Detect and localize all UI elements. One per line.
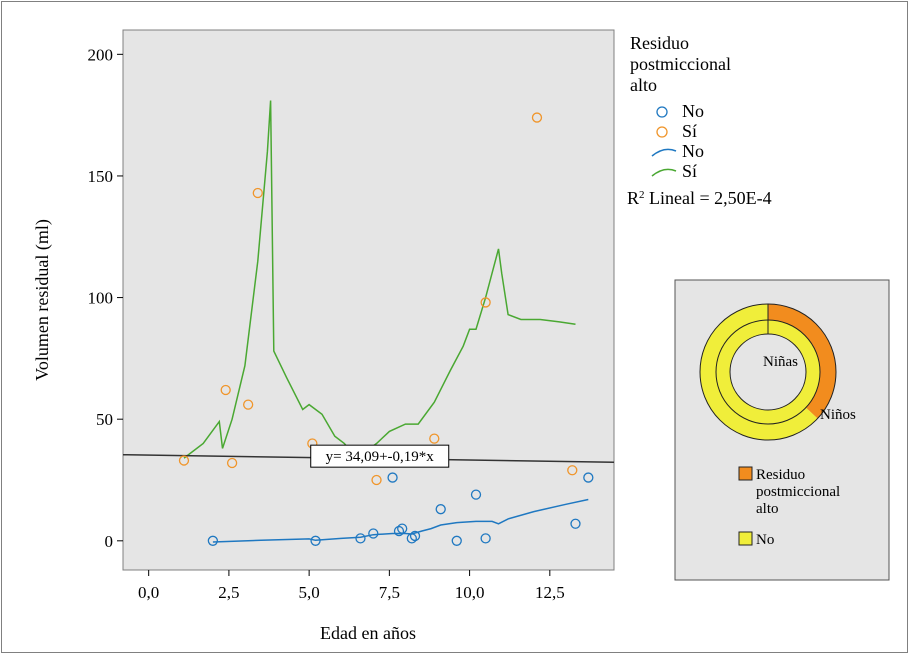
inset-legend-label: postmiccional (756, 484, 840, 500)
data-point-si (226, 457, 238, 469)
y-tick-label: 0 (105, 532, 114, 551)
data-point-no (310, 535, 321, 546)
data-point-no (406, 533, 417, 544)
data-point-no (387, 472, 398, 483)
data-point-no (435, 504, 446, 515)
data-point-si (220, 384, 231, 396)
series-line-no (212, 498, 589, 543)
legend-marker-point (656, 106, 668, 118)
data-point-no (355, 533, 366, 544)
data-point-si (178, 455, 190, 466)
legend-title-line: postmiccional (630, 54, 731, 74)
data-point-si (252, 187, 263, 199)
y-tick-label: 100 (88, 289, 114, 308)
inset-legend-swatch (738, 466, 753, 481)
x-tick-label: 10,0 (455, 583, 485, 602)
data-point-no (583, 472, 594, 483)
fit-label-box (310, 444, 450, 468)
y-axis-label: Volumen residual (ml) (32, 219, 53, 381)
inset-legend-label: No (756, 532, 774, 548)
legend-title-line: Residuo (630, 33, 689, 53)
data-point-si (531, 112, 543, 123)
legend-entry-label: No (682, 101, 704, 121)
legend-marker-line (651, 168, 677, 177)
inset-legend-label: alto (756, 501, 779, 517)
data-point-si (429, 433, 440, 444)
x-tick-label: 5,0 (299, 583, 320, 602)
data-point-no (451, 535, 462, 546)
ring-label-ninos: Niños (820, 407, 856, 423)
x-tick-label: 7,5 (379, 583, 400, 602)
series-layer: y= 34,09+-0,19*x (122, 100, 615, 546)
x-tick-label: 2,5 (218, 583, 239, 602)
inset-legend-swatch (738, 531, 753, 546)
data-point-no (397, 523, 408, 534)
legend-marker-line (651, 148, 677, 157)
x-tick-label: 0,0 (138, 583, 159, 602)
ring-label-ninas: Niñas (763, 354, 798, 370)
legend-marker-point (656, 126, 668, 138)
data-point-si (480, 297, 491, 308)
fit-label: y= 34,09+-0,19*x (326, 449, 435, 465)
data-point-no (393, 525, 405, 537)
x-tick-label: 12,5 (535, 583, 565, 602)
data-point-si (567, 465, 578, 476)
y-tick-label: 200 (88, 45, 114, 64)
y-axis: 0 50 100 150 200 (88, 45, 123, 551)
y-tick-label: 50 (96, 410, 113, 429)
donut-segment (699, 304, 818, 440)
legend-entry-label: No (682, 141, 704, 161)
inset-legend-label: Residuo (756, 467, 805, 483)
data-point-si (243, 399, 254, 410)
data-point-no (409, 530, 421, 542)
data-point-si (371, 474, 382, 486)
y-tick-label: 150 (88, 167, 114, 186)
data-point-no (470, 489, 482, 500)
data-point-no (207, 535, 219, 546)
x-axis-label: Edad en años (320, 623, 416, 643)
x-axis: 0,0 2,5 5,0 7,5 10,0 12,5 (138, 570, 565, 602)
legend-title-line: alto (630, 75, 657, 95)
data-point-no (480, 533, 491, 544)
plot-area (122, 29, 615, 571)
legend-entry-label: Sí (682, 161, 697, 181)
data-point-no (570, 518, 581, 529)
r2-text: R2 Lineal = 2,50E-4 (627, 188, 772, 208)
donut-segment (768, 304, 836, 419)
data-point-no (368, 528, 379, 539)
legend-entry-label: Sí (682, 121, 697, 141)
